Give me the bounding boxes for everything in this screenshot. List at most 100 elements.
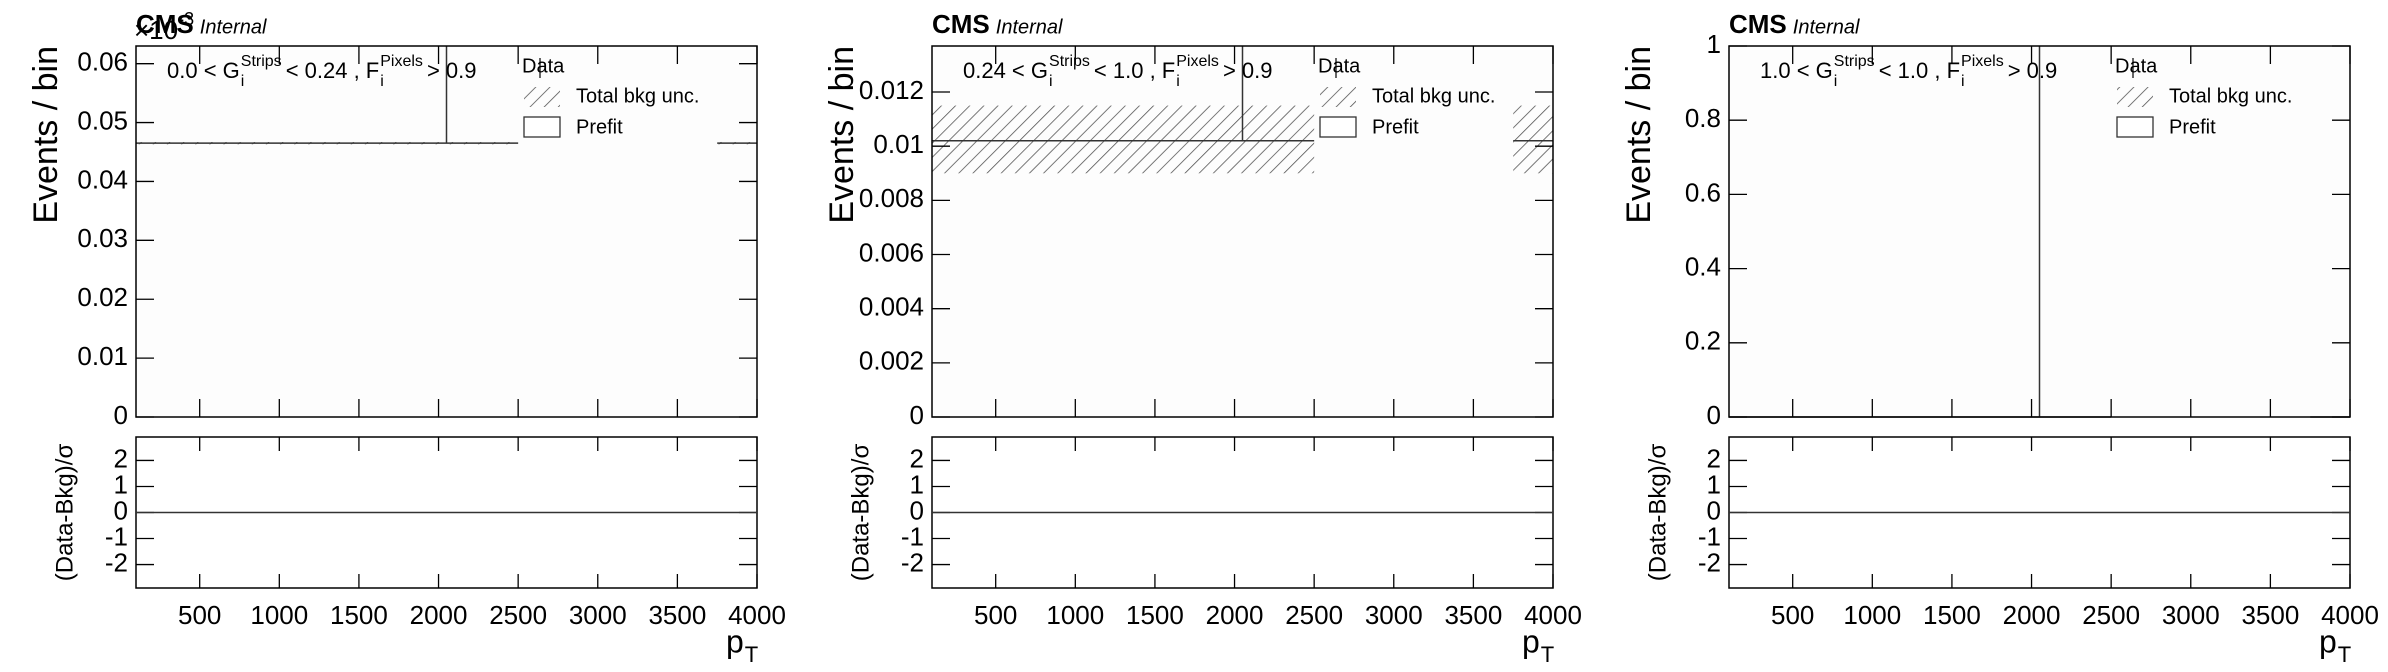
- ratio-tick-label: -2: [1698, 547, 1721, 577]
- region-label-sup: Strips: [1049, 53, 1090, 70]
- legend-swatch: [1320, 87, 1356, 107]
- y-tick-label: 0.02: [77, 282, 128, 312]
- x-tick-label: 1500: [1923, 600, 1981, 630]
- ratio-axis-title: (Data-Bkg)/σ: [847, 444, 874, 582]
- legend-label: Data: [1318, 55, 1361, 77]
- region-label: > 0.9: [427, 58, 477, 83]
- y-tick-label: 0.2: [1685, 326, 1721, 356]
- y-tick-label: 0.01: [77, 341, 128, 371]
- y-axis-title: Events / bin: [27, 46, 65, 224]
- region-label-sup: Strips: [1834, 53, 1875, 70]
- x-tick-label: 2000: [2003, 600, 2061, 630]
- x-tick-label: 2000: [410, 600, 468, 630]
- legend-label: Data: [2115, 55, 2158, 77]
- region-label-sub: i: [241, 73, 245, 90]
- ratio-tick-label: -2: [105, 547, 128, 577]
- x-tick-label: 4000: [2321, 600, 2379, 630]
- region-label-sub: i: [1961, 73, 1965, 90]
- legend-swatch: [1319, 116, 1357, 138]
- x-axis-title: p: [1522, 623, 1540, 659]
- y-tick-label: 0.04: [77, 164, 128, 194]
- y-tick-label: 0: [1707, 400, 1721, 430]
- x-tick-label: 1000: [1843, 600, 1901, 630]
- cms-label: CMS: [932, 9, 990, 39]
- legend-label: Total bkg unc.: [1372, 85, 1495, 107]
- region-label: < 0.24 , F: [286, 58, 380, 83]
- region-label: > 0.9: [1223, 58, 1273, 83]
- y-tick-label: 1: [1707, 29, 1721, 59]
- y-axis-title: Events / bin: [1620, 46, 1658, 224]
- ratio-tick-label: 2: [114, 443, 128, 473]
- x-tick-label: 2500: [2082, 600, 2140, 630]
- region-label-sub: i: [1834, 73, 1838, 90]
- ratio-tick-label: -2: [901, 547, 924, 577]
- region-label: > 0.9: [2008, 58, 2058, 83]
- x-tick-label: 3500: [1444, 600, 1502, 630]
- x-tick-label: 3500: [648, 600, 706, 630]
- legend-label: Prefit: [2169, 116, 2216, 138]
- y-tick-label: 0.05: [77, 105, 128, 135]
- y-tick-label: 0.4: [1685, 251, 1721, 281]
- legend-label: Total bkg unc.: [576, 85, 699, 107]
- region-label: 0.0 < G: [167, 58, 240, 83]
- region-label-sub: i: [1176, 73, 1180, 90]
- region-label-sub: i: [1049, 73, 1053, 90]
- region-label-sup: Pixels: [380, 53, 423, 70]
- x-axis-title-sub: T: [745, 642, 758, 667]
- ratio-tick-label: -1: [1698, 521, 1721, 551]
- y-tick-label: 0.002: [859, 346, 924, 376]
- y-tick-label: 0.6: [1685, 177, 1721, 207]
- y-tick-label: 0.06: [77, 47, 128, 77]
- cms-sublabel: Internal: [200, 16, 267, 38]
- cms-sublabel: Internal: [1793, 16, 1860, 38]
- y-tick-label: 0.006: [859, 237, 924, 267]
- ratio-axis-title: (Data-Bkg)/σ: [51, 444, 78, 582]
- x-tick-label: 1000: [1046, 600, 1104, 630]
- legend-swatch: [2117, 87, 2153, 107]
- y-tick-label: 0: [114, 400, 128, 430]
- y-tick-label: 0.008: [859, 183, 924, 213]
- y-axis-title: Events / bin: [823, 46, 861, 224]
- ratio-tick-label: 2: [910, 443, 924, 473]
- legend-label: Data: [522, 55, 565, 77]
- x-tick-label: 2500: [489, 600, 547, 630]
- ratio-tick-label: 0: [1707, 495, 1721, 525]
- x-tick-label: 3000: [1365, 600, 1423, 630]
- x-tick-label: 3500: [2241, 600, 2299, 630]
- ratio-tick-label: 1: [1707, 469, 1721, 499]
- ratio-tick-label: 0: [114, 495, 128, 525]
- y-tick-label: 0.8: [1685, 103, 1721, 133]
- region-label: < 1.0 , F: [1879, 58, 1960, 83]
- x-tick-label: 4000: [1524, 600, 1582, 630]
- x-tick-label: 1500: [330, 600, 388, 630]
- unc-band: [1513, 105, 1553, 174]
- legend-swatch: [2116, 116, 2154, 138]
- legend-swatch: [524, 87, 560, 107]
- legend-label: Prefit: [1372, 116, 1419, 138]
- ratio-tick-label: 1: [114, 469, 128, 499]
- legend-label: Prefit: [576, 116, 623, 138]
- x-tick-label: 500: [178, 600, 221, 630]
- x-tick-label: 1500: [1126, 600, 1184, 630]
- ratio-tick-label: 0: [910, 495, 924, 525]
- x-tick-label: 500: [974, 600, 1017, 630]
- x-tick-label: 1000: [250, 600, 308, 630]
- ratio-tick-label: 2: [1707, 443, 1721, 473]
- x-tick-label: 2500: [1285, 600, 1343, 630]
- region-label-sup: Strips: [241, 53, 282, 70]
- x-axis-title-sub: T: [2338, 642, 2351, 667]
- legend-swatch: [523, 116, 561, 138]
- region-label-sub: i: [380, 73, 384, 90]
- region-label: 1.0 < G: [1760, 58, 1833, 83]
- region-label: 0.24 < G: [963, 58, 1048, 83]
- x-axis-title-sub: T: [1541, 642, 1554, 667]
- region-label-sup: Pixels: [1961, 53, 2004, 70]
- x-tick-label: 3000: [569, 600, 627, 630]
- legend-label: Total bkg unc.: [2169, 85, 2292, 107]
- y-tick-label: 0.012: [859, 75, 924, 105]
- x-tick-label: 2000: [1206, 600, 1264, 630]
- y-tick-label: 0.004: [859, 292, 924, 322]
- x-axis-title: p: [2319, 623, 2337, 659]
- unc-band: [932, 105, 1315, 174]
